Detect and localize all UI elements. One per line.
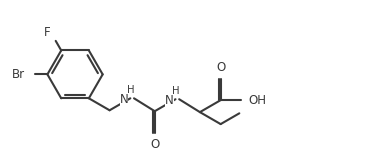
Text: OH: OH xyxy=(248,94,266,107)
Text: N: N xyxy=(165,94,174,107)
Text: H: H xyxy=(172,86,179,96)
Text: N: N xyxy=(120,93,129,106)
Text: F: F xyxy=(43,26,50,39)
Text: H: H xyxy=(127,85,134,95)
Text: O: O xyxy=(150,138,160,151)
Text: Br: Br xyxy=(12,68,25,81)
Text: O: O xyxy=(216,61,225,74)
